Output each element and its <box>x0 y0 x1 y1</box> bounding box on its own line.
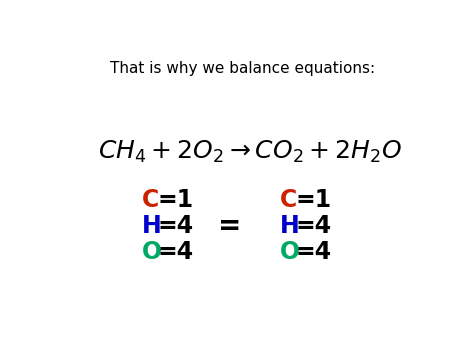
Text: That is why we balance equations:: That is why we balance equations: <box>110 61 375 76</box>
Text: =4: =4 <box>158 214 194 238</box>
Text: C: C <box>142 188 159 212</box>
Text: =4: =4 <box>295 240 332 264</box>
Text: =1: =1 <box>158 188 194 212</box>
Text: H: H <box>280 214 300 238</box>
Text: O: O <box>280 240 300 264</box>
Text: H: H <box>142 214 162 238</box>
Text: O: O <box>142 240 162 264</box>
Text: $\mathit{CH_4 + 2O_2 \rightarrow CO_2 + 2H_2O}$: $\mathit{CH_4 + 2O_2 \rightarrow CO_2 + … <box>99 139 402 165</box>
Text: =1: =1 <box>295 188 332 212</box>
Text: C: C <box>280 188 297 212</box>
Text: =4: =4 <box>295 214 332 238</box>
Text: =: = <box>219 212 242 240</box>
Text: =4: =4 <box>158 240 194 264</box>
